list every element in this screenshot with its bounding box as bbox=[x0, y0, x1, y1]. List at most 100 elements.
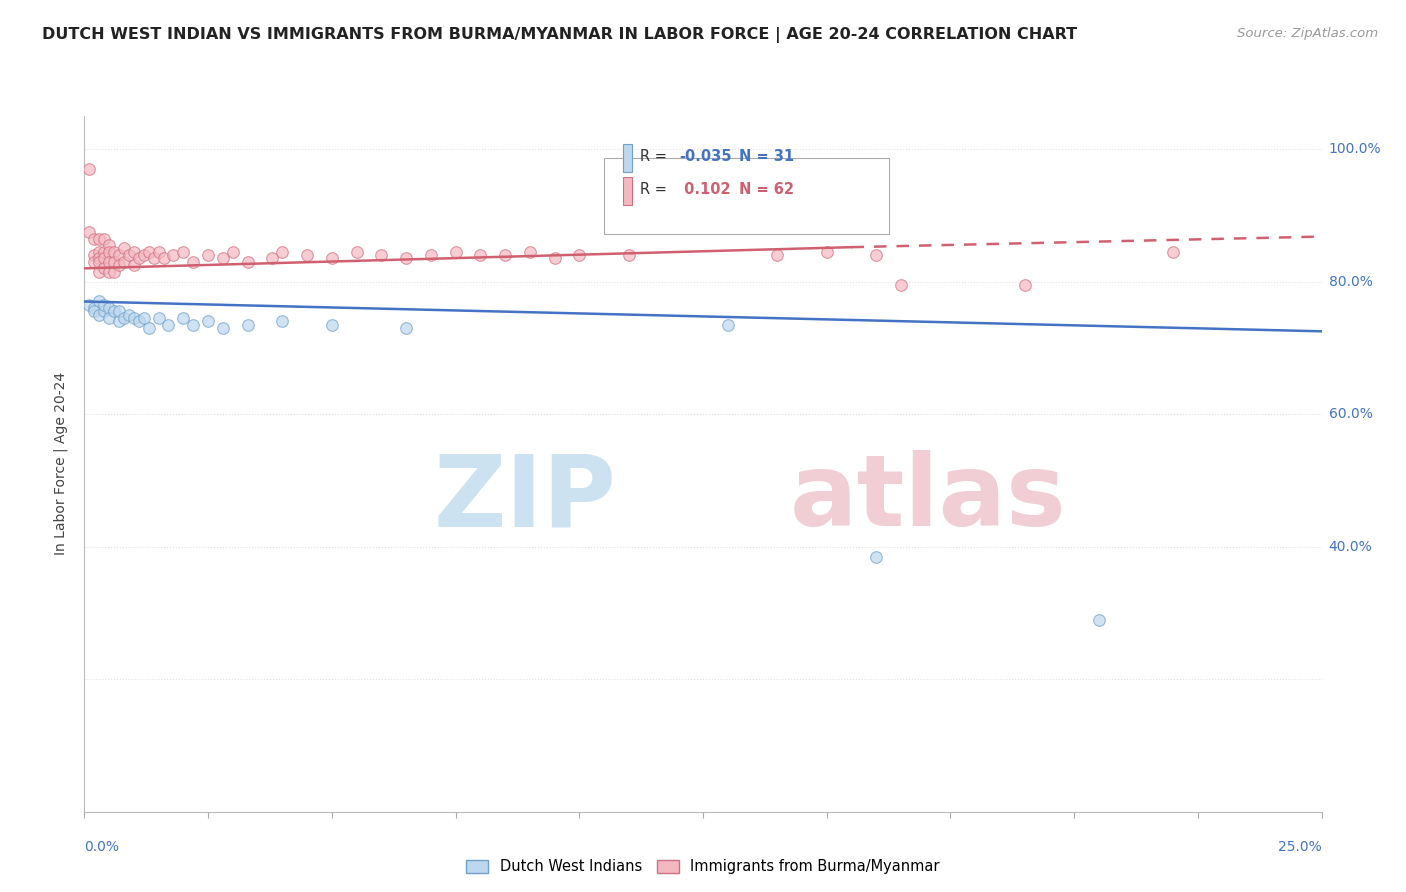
Point bbox=[157, 318, 180, 332]
Text: N = 62: N = 62 bbox=[740, 182, 794, 197]
Point bbox=[271, 314, 294, 328]
Point bbox=[112, 254, 135, 268]
Point bbox=[103, 265, 125, 279]
Point bbox=[112, 242, 135, 256]
Point bbox=[83, 254, 105, 268]
Point bbox=[295, 248, 318, 262]
Point bbox=[717, 318, 740, 332]
FancyBboxPatch shape bbox=[623, 178, 633, 205]
Point bbox=[83, 248, 105, 262]
Point bbox=[93, 252, 115, 266]
Point bbox=[148, 311, 170, 326]
Point bbox=[494, 248, 516, 262]
Text: 60.0%: 60.0% bbox=[1329, 407, 1372, 421]
Point bbox=[98, 244, 121, 259]
Point bbox=[98, 254, 121, 268]
Point bbox=[79, 225, 101, 239]
Point bbox=[79, 298, 101, 312]
Point bbox=[89, 244, 111, 259]
Point bbox=[108, 314, 131, 328]
Point bbox=[346, 244, 368, 259]
Text: 25.0%: 25.0% bbox=[1278, 839, 1322, 854]
Point bbox=[1014, 277, 1036, 292]
Point bbox=[89, 265, 111, 279]
Point bbox=[103, 254, 125, 268]
Point bbox=[98, 311, 121, 326]
Text: atlas: atlas bbox=[790, 450, 1066, 547]
Point bbox=[236, 318, 259, 332]
Point bbox=[132, 248, 155, 262]
Point bbox=[103, 244, 125, 259]
Point bbox=[865, 248, 887, 262]
Point bbox=[212, 252, 235, 266]
Point bbox=[118, 308, 141, 322]
Point bbox=[128, 314, 150, 328]
Point bbox=[89, 231, 111, 245]
Point bbox=[108, 258, 131, 272]
Point bbox=[118, 248, 141, 262]
Point bbox=[79, 161, 101, 176]
Point bbox=[89, 308, 111, 322]
Point bbox=[395, 252, 418, 266]
Point bbox=[83, 301, 105, 315]
Legend: Dutch West Indians, Immigrants from Burma/Myanmar: Dutch West Indians, Immigrants from Burm… bbox=[460, 854, 946, 880]
Point bbox=[93, 244, 115, 259]
Text: ZIP: ZIP bbox=[433, 450, 616, 547]
Point bbox=[197, 248, 219, 262]
Point bbox=[262, 252, 284, 266]
Point bbox=[181, 254, 204, 268]
Point bbox=[108, 248, 131, 262]
Point bbox=[108, 304, 131, 318]
Point bbox=[181, 318, 204, 332]
Y-axis label: In Labor Force | Age 20-24: In Labor Force | Age 20-24 bbox=[53, 372, 69, 556]
Point bbox=[98, 265, 121, 279]
Point bbox=[98, 301, 121, 315]
Point bbox=[321, 252, 343, 266]
Point bbox=[1161, 244, 1184, 259]
Point bbox=[98, 238, 121, 252]
Text: N = 31: N = 31 bbox=[740, 149, 794, 164]
Point bbox=[568, 248, 591, 262]
Point bbox=[112, 311, 135, 326]
Point bbox=[370, 248, 392, 262]
Point bbox=[162, 248, 184, 262]
Point bbox=[197, 314, 219, 328]
Point bbox=[103, 304, 125, 318]
Point bbox=[271, 244, 294, 259]
Point bbox=[122, 311, 145, 326]
Point bbox=[93, 261, 115, 276]
Text: R =: R = bbox=[640, 149, 672, 164]
Point bbox=[222, 244, 245, 259]
Point bbox=[93, 304, 115, 318]
Text: 0.102: 0.102 bbox=[679, 182, 731, 197]
Point bbox=[172, 311, 194, 326]
Point bbox=[212, 321, 235, 335]
Point bbox=[122, 258, 145, 272]
Point bbox=[543, 252, 565, 266]
Point bbox=[89, 254, 111, 268]
Point bbox=[890, 277, 912, 292]
Text: DUTCH WEST INDIAN VS IMMIGRANTS FROM BURMA/MYANMAR IN LABOR FORCE | AGE 20-24 CO: DUTCH WEST INDIAN VS IMMIGRANTS FROM BUR… bbox=[42, 27, 1077, 43]
Point bbox=[766, 248, 789, 262]
Point bbox=[419, 248, 441, 262]
Point bbox=[93, 231, 115, 245]
Point bbox=[89, 252, 111, 266]
Text: 80.0%: 80.0% bbox=[1329, 275, 1372, 289]
Point bbox=[321, 318, 343, 332]
Text: R =: R = bbox=[640, 182, 672, 197]
Point bbox=[865, 549, 887, 564]
Point bbox=[148, 244, 170, 259]
Point bbox=[1088, 613, 1111, 627]
Point bbox=[617, 248, 640, 262]
Point bbox=[172, 244, 194, 259]
Text: Source: ZipAtlas.com: Source: ZipAtlas.com bbox=[1237, 27, 1378, 40]
FancyBboxPatch shape bbox=[623, 144, 633, 171]
Point bbox=[89, 294, 111, 309]
FancyBboxPatch shape bbox=[605, 158, 889, 235]
Point bbox=[444, 244, 467, 259]
Point bbox=[128, 252, 150, 266]
Point bbox=[138, 244, 160, 259]
Point bbox=[83, 304, 105, 318]
Point bbox=[142, 252, 165, 266]
Point bbox=[83, 231, 105, 245]
